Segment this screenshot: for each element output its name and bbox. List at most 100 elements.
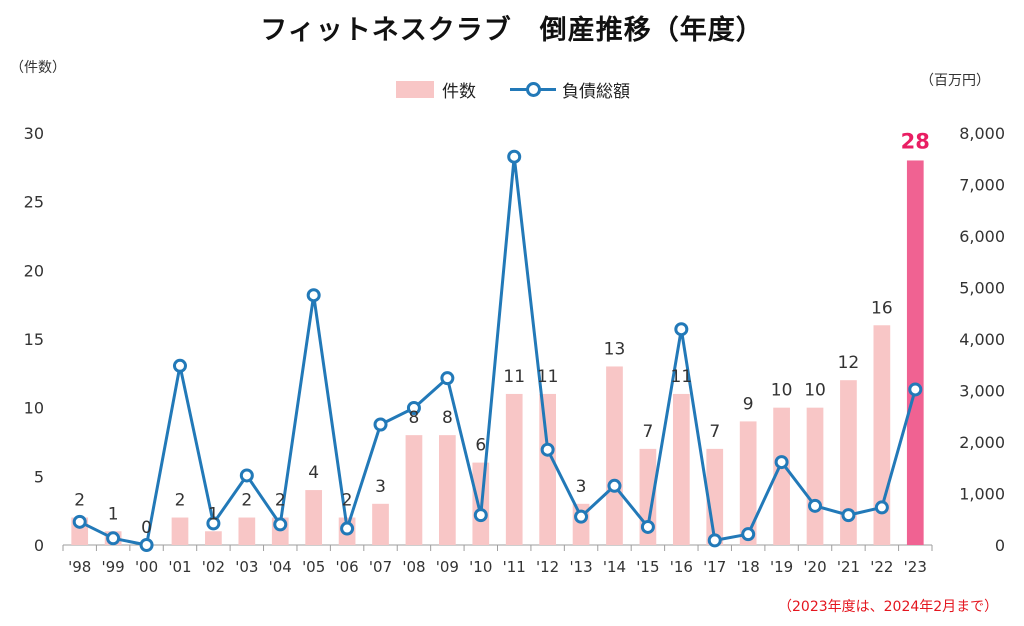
bar-data-label: 8 — [409, 408, 420, 428]
line-point-liabilities — [473, 508, 488, 523]
x-tick-label: '16 — [670, 558, 693, 576]
bar-count — [672, 393, 690, 545]
line-point-liabilities — [172, 358, 187, 373]
bar-count — [806, 407, 824, 545]
x-tick-label: '22 — [870, 558, 893, 576]
bar-count — [171, 517, 189, 545]
line-point-liabilities — [607, 478, 622, 493]
y-left-tick-label: 15 — [24, 330, 44, 349]
y-right-tick-label: 7,000 — [959, 176, 1005, 195]
line-point-liabilities — [774, 455, 789, 470]
bar-count — [405, 435, 423, 545]
legend: 件数 負債総額 — [396, 77, 664, 102]
bar-data-label: 11 — [671, 367, 693, 387]
x-tick-label: '12 — [536, 558, 559, 576]
bar-count — [305, 490, 323, 545]
line-point-liabilities — [406, 401, 421, 416]
bar-data-label: 6 — [475, 436, 486, 456]
line-point-liabilities — [808, 498, 823, 513]
x-tick-label: '08 — [402, 558, 425, 576]
bar-data-label: 3 — [375, 477, 386, 497]
x-tick-label: '04 — [269, 558, 292, 576]
bar-data-label: 11 — [537, 367, 559, 387]
line-point-liabilities — [340, 521, 355, 536]
line-point-liabilities — [106, 531, 121, 546]
bar-data-label: 0 — [141, 518, 152, 538]
line-point-liabilities — [674, 322, 689, 337]
bar-count — [505, 393, 523, 545]
legend-bar-label: 件数 — [442, 81, 476, 102]
bar-data-label: 13 — [604, 339, 626, 359]
line-point-liabilities — [874, 500, 889, 515]
bar-data-label: 4 — [308, 463, 319, 483]
y-left-tick-label: 10 — [24, 399, 44, 418]
bar-data-label: 1 — [108, 504, 119, 524]
chart-title: フィットネスクラブ 倒産推移（年度） — [260, 15, 764, 46]
y-right-tick-label: 1,000 — [959, 485, 1005, 504]
bar-count — [539, 393, 556, 545]
x-tick-label: '99 — [102, 558, 125, 576]
bar-count — [238, 517, 256, 545]
bar-count — [906, 160, 924, 545]
y-right-tick-label: 0 — [995, 536, 1005, 555]
x-tick-label: '09 — [436, 558, 459, 576]
y-right-tick-label: 6,000 — [959, 227, 1005, 246]
x-tick-label: '02 — [202, 558, 225, 576]
bar-data-label: 10 — [804, 381, 826, 401]
bar-data-label: 2 — [342, 491, 353, 511]
legend-bar-swatch — [396, 80, 434, 98]
x-tick-label: '15 — [636, 558, 659, 576]
y-right-tick-label: 8,000 — [959, 124, 1005, 143]
x-tick-label: '06 — [335, 558, 358, 576]
x-tick-label: '21 — [837, 558, 860, 576]
y-left-tick-label: 0 — [34, 536, 44, 555]
y-right-tick-label: 5,000 — [959, 279, 1005, 298]
x-tick-label: '05 — [302, 558, 325, 576]
y-right-tick-label: 2,000 — [959, 433, 1005, 452]
line-point-liabilities — [741, 527, 756, 542]
bar-data-label: 28 — [901, 129, 930, 153]
bar-count — [372, 503, 389, 545]
y-right-tick-label: 3,000 — [959, 382, 1005, 401]
legend-line-label: 負債総額 — [562, 81, 630, 102]
line-point-liabilities — [306, 288, 321, 303]
right-axis-unit: （百万円） — [920, 73, 990, 89]
bar-count — [840, 380, 857, 545]
bar-data-label: 1 — [208, 504, 219, 524]
y-left-tick-label: 5 — [34, 467, 44, 486]
line-point-liabilities — [841, 508, 856, 523]
x-tick-label: '07 — [369, 558, 392, 576]
line-point-liabilities — [908, 382, 923, 397]
bar-data-label: 12 — [838, 353, 860, 373]
x-tick-label: '03 — [235, 558, 258, 576]
bar-count — [739, 421, 757, 545]
x-tick-label: '00 — [135, 558, 158, 576]
legend-line-swatch — [510, 79, 556, 99]
x-tick-label: '14 — [603, 558, 626, 576]
legend-item-line: 負債総額 — [510, 77, 630, 102]
bar-data-label: 16 — [871, 298, 893, 318]
legend-item-bar: 件数 — [396, 77, 476, 102]
y-left-tick-label: 25 — [24, 193, 44, 212]
bar-count — [606, 366, 623, 545]
bar-data-label: 7 — [642, 422, 653, 442]
bar-data-label: 7 — [709, 422, 720, 442]
line-point-liabilities — [540, 442, 555, 457]
line-point-liabilities — [507, 149, 522, 164]
bar-data-label: 2 — [74, 491, 85, 511]
line-point-liabilities — [273, 517, 288, 532]
y-left-tick-label: 20 — [24, 261, 44, 280]
y-right-tick-label: 4,000 — [959, 330, 1005, 349]
x-tick-label: '20 — [803, 558, 826, 576]
left-axis-unit: （件数） — [10, 60, 66, 76]
x-tick-label: '13 — [569, 558, 592, 576]
bar-data-label: 10 — [771, 381, 793, 401]
y-left-tick-label: 30 — [24, 124, 44, 143]
x-tick-label: '19 — [770, 558, 793, 576]
line-point-liabilities — [72, 514, 87, 529]
bar-data-label: 2 — [175, 491, 186, 511]
line-liabilities — [79, 155, 917, 547]
x-tick-label: '11 — [503, 558, 526, 576]
x-tick-label: '17 — [703, 558, 726, 576]
